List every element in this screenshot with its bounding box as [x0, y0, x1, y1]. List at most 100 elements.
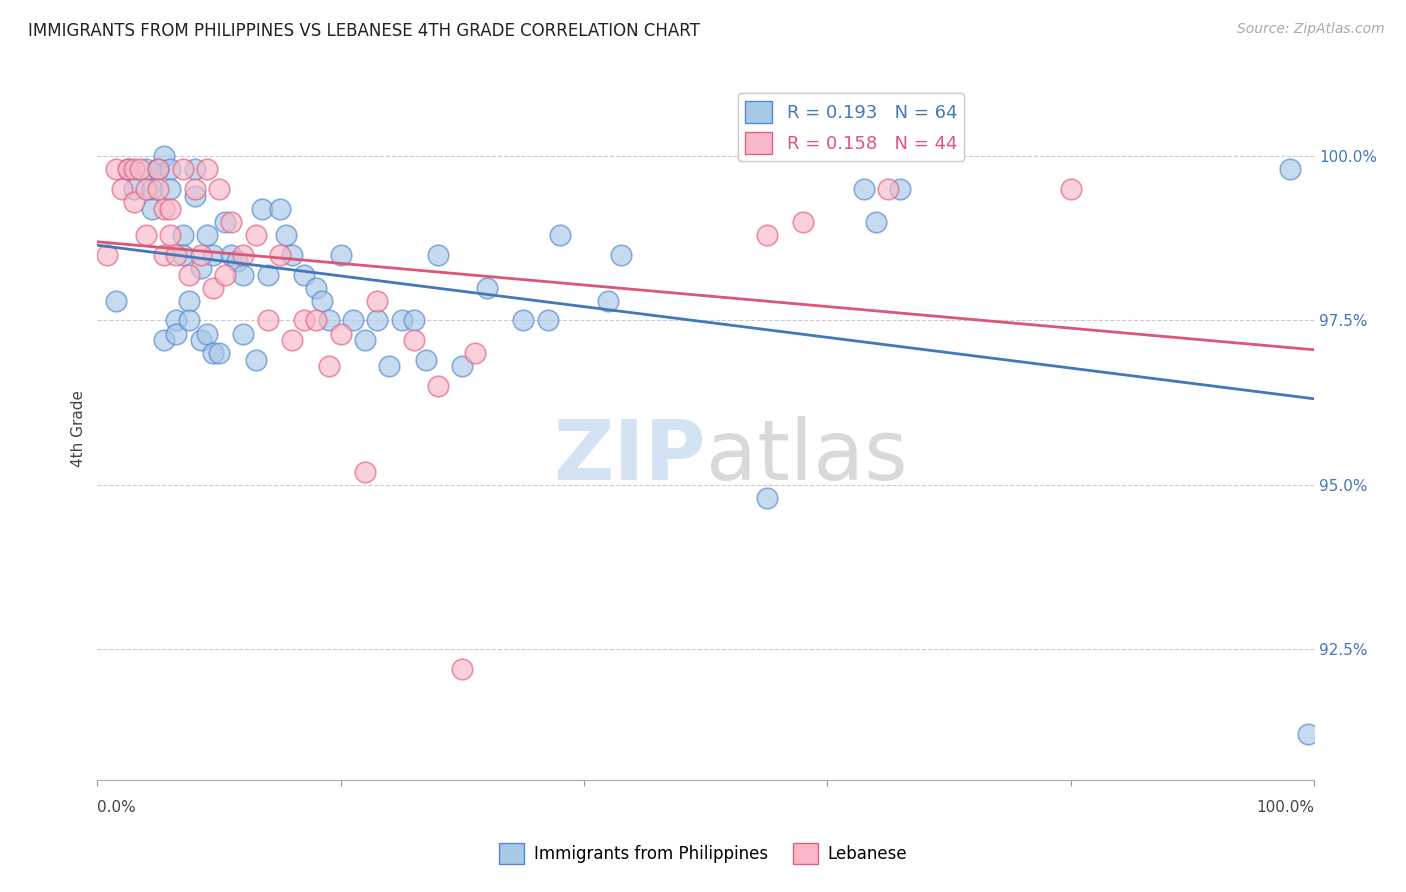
- Point: [219, 215, 242, 229]
- Point: [305, 280, 328, 294]
- Point: [402, 313, 425, 327]
- Point: [311, 293, 333, 308]
- Point: [305, 313, 328, 327]
- Point: [464, 346, 486, 360]
- Point: [183, 188, 205, 202]
- Point: [148, 182, 170, 196]
- Point: [281, 333, 304, 347]
- Point: [889, 182, 911, 196]
- Point: [172, 162, 194, 177]
- Point: [135, 162, 157, 177]
- Point: [148, 162, 170, 177]
- Point: [153, 333, 176, 347]
- Point: [318, 359, 340, 374]
- Point: [104, 162, 127, 177]
- Point: [269, 248, 291, 262]
- Point: [354, 465, 377, 479]
- Point: [256, 268, 278, 282]
- Point: [208, 346, 231, 360]
- Point: [226, 254, 249, 268]
- Point: [172, 248, 194, 262]
- Text: 100.0%: 100.0%: [1256, 800, 1315, 815]
- Point: [141, 202, 163, 216]
- Point: [281, 248, 304, 262]
- Point: [111, 182, 134, 196]
- Point: [269, 202, 291, 216]
- Point: [292, 313, 315, 327]
- Text: IMMIGRANTS FROM PHILIPPINES VS LEBANESE 4TH GRADE CORRELATION CHART: IMMIGRANTS FROM PHILIPPINES VS LEBANESE …: [28, 22, 700, 40]
- Point: [201, 248, 224, 262]
- Point: [172, 228, 194, 243]
- Point: [208, 182, 231, 196]
- Point: [214, 268, 236, 282]
- Point: [256, 313, 278, 327]
- Point: [122, 195, 145, 210]
- Point: [201, 346, 224, 360]
- Point: [232, 268, 254, 282]
- Point: [475, 280, 498, 294]
- Point: [548, 228, 571, 243]
- Point: [201, 280, 224, 294]
- Point: [135, 182, 157, 196]
- Legend: R = 0.193   N = 64, R = 0.158   N = 44: R = 0.193 N = 64, R = 0.158 N = 44: [738, 94, 965, 161]
- Point: [195, 326, 218, 341]
- Point: [877, 182, 900, 196]
- Point: [536, 313, 558, 327]
- Point: [122, 162, 145, 177]
- Point: [219, 248, 242, 262]
- Point: [318, 313, 340, 327]
- Point: [129, 162, 152, 177]
- Point: [292, 268, 315, 282]
- Point: [159, 228, 181, 243]
- Point: [378, 359, 401, 374]
- Point: [427, 379, 450, 393]
- Text: atlas: atlas: [706, 417, 907, 498]
- Point: [122, 182, 145, 196]
- Point: [245, 352, 267, 367]
- Point: [1278, 162, 1301, 177]
- Point: [117, 162, 139, 177]
- Point: [183, 162, 205, 177]
- Point: [427, 248, 450, 262]
- Point: [177, 268, 200, 282]
- Point: [354, 333, 377, 347]
- Point: [274, 228, 297, 243]
- Point: [451, 662, 474, 676]
- Point: [183, 182, 205, 196]
- Legend: Immigrants from Philippines, Lebanese: Immigrants from Philippines, Lebanese: [492, 837, 914, 871]
- Point: [512, 313, 534, 327]
- Point: [159, 162, 181, 177]
- Point: [1060, 182, 1083, 196]
- Point: [165, 326, 187, 341]
- Point: [190, 248, 212, 262]
- Point: [598, 293, 620, 308]
- Point: [232, 326, 254, 341]
- Point: [96, 248, 118, 262]
- Point: [165, 248, 187, 262]
- Point: [1296, 727, 1319, 741]
- Point: [792, 215, 814, 229]
- Point: [755, 228, 778, 243]
- Point: [148, 162, 170, 177]
- Point: [177, 293, 200, 308]
- Point: [159, 182, 181, 196]
- Point: [402, 333, 425, 347]
- Point: [342, 313, 364, 327]
- Point: [865, 215, 887, 229]
- Point: [148, 162, 170, 177]
- Point: [250, 202, 273, 216]
- Point: [366, 293, 388, 308]
- Point: [135, 228, 157, 243]
- Point: [366, 313, 388, 327]
- Point: [214, 215, 236, 229]
- Point: [195, 228, 218, 243]
- Point: [609, 248, 631, 262]
- Point: [159, 202, 181, 216]
- Point: [755, 491, 778, 505]
- Text: ZIP: ZIP: [553, 417, 706, 498]
- Point: [190, 333, 212, 347]
- Point: [153, 149, 176, 163]
- Point: [852, 182, 875, 196]
- Point: [177, 313, 200, 327]
- Point: [190, 260, 212, 275]
